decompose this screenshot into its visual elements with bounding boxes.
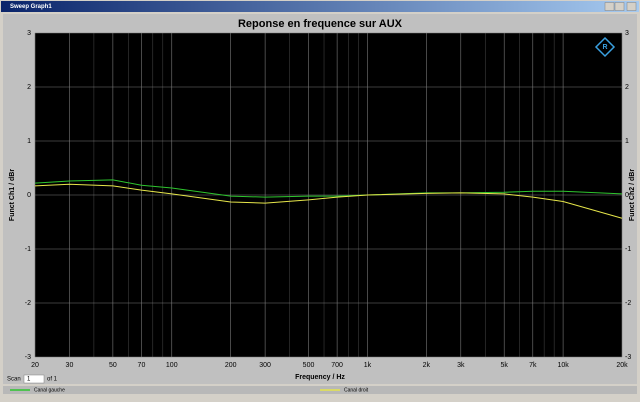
y-tick-label: -2	[25, 300, 31, 307]
y-tick-label: -1	[25, 246, 31, 253]
maximize-button[interactable]	[614, 2, 625, 11]
svg-text:R: R	[602, 44, 607, 51]
series-line	[34, 183, 623, 219]
y2-tick-label: 0	[625, 192, 629, 199]
scan-of: of 1	[47, 377, 58, 383]
x-tick-label: 2k	[423, 362, 431, 369]
y2-tick-label: -1	[625, 246, 631, 253]
x-tick-label: 200	[225, 362, 237, 369]
x-tick-label: 3k	[457, 362, 465, 369]
x-tick-label: 10k	[557, 362, 569, 369]
scan-spinner[interactable]	[23, 374, 45, 384]
x-tick-label: 20k	[616, 362, 628, 369]
chart-title: Reponse en frequence sur AUX	[238, 18, 403, 30]
x-tick-label: 500	[303, 362, 315, 369]
scan-label: Scan	[7, 377, 21, 383]
y2-tick-label: -3	[625, 354, 631, 361]
x-tick-label: 100	[166, 362, 178, 369]
y2-tick-label: 2	[625, 84, 629, 91]
logo: R	[594, 36, 616, 58]
series-line	[34, 179, 623, 198]
x-tick-label: 20	[31, 362, 39, 369]
x-tick-label: 5k	[500, 362, 508, 369]
close-button[interactable]	[626, 2, 637, 11]
title-bar	[1, 1, 639, 12]
y-tick-label: 2	[27, 84, 31, 91]
y-tick-label: -3	[25, 354, 31, 361]
x-axis-label: Frequency / Hz	[295, 374, 345, 381]
y2-tick-label: 3	[625, 30, 629, 37]
minimize-button[interactable]	[604, 2, 615, 11]
x-tick-label: 700	[331, 362, 343, 369]
x-tick-label: 1k	[364, 362, 372, 369]
y-tick-label: 1	[27, 138, 31, 145]
x-tick-label: 30	[66, 362, 74, 369]
x-tick-label: 50	[109, 362, 117, 369]
x-tick-label: 300	[259, 362, 271, 369]
y-tick-label: 0	[27, 192, 31, 199]
y-tick-label: 3	[27, 30, 31, 37]
x-tick-label: 70	[138, 362, 146, 369]
y2-axis-label: Funct Ch2 / dBr	[629, 169, 636, 221]
y2-tick-label: -2	[625, 300, 631, 307]
legend-label: Canal gauche	[34, 387, 65, 393]
scan-value: 1	[27, 377, 31, 383]
window-title: Sweep Graph1	[10, 4, 52, 10]
legend-label: Canal droit	[344, 387, 369, 393]
y-axis-label: Funct Ch1 / dBr	[9, 169, 16, 221]
x-tick-label: 7k	[529, 362, 537, 369]
y2-tick-label: 1	[625, 138, 629, 145]
